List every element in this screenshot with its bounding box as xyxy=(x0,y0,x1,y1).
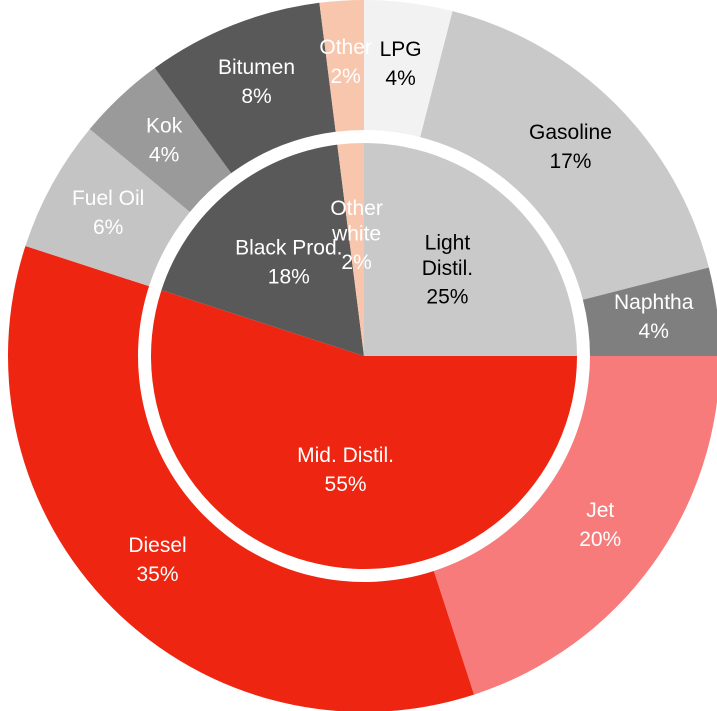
slice-label: Mid. Distil. xyxy=(297,444,394,467)
slice-value-label: 4% xyxy=(639,320,669,343)
slice-label: Kok xyxy=(146,115,183,138)
slice xyxy=(420,11,709,300)
slice xyxy=(154,2,336,174)
slice-label: Light Distil. xyxy=(422,232,473,280)
slice-label: Other xyxy=(319,36,372,59)
slice-label: Bitumen xyxy=(218,56,295,79)
slice xyxy=(89,67,232,212)
slice-value-label: 2% xyxy=(341,251,371,274)
slice-label: Other white xyxy=(330,197,383,245)
slice-label: Fuel Oil xyxy=(72,187,144,210)
slice xyxy=(337,143,364,356)
slice-value-label: 35% xyxy=(137,563,179,586)
slice-value-label: 17% xyxy=(549,150,591,173)
slice xyxy=(582,267,717,356)
slice xyxy=(161,144,364,356)
slice-value-label: 55% xyxy=(325,473,367,496)
slice-value-label: 4% xyxy=(149,144,179,167)
slice-label: Gasoline xyxy=(529,121,612,144)
slice-label: Naphtha xyxy=(614,291,694,314)
slice-value-label: 6% xyxy=(93,216,123,239)
slice xyxy=(319,0,364,132)
slice-label: Jet xyxy=(586,499,614,522)
slice-label: Black Prod. xyxy=(235,237,342,260)
slice-value-label: 25% xyxy=(426,286,468,309)
slice-value-label: 8% xyxy=(241,85,271,108)
slice-value-label: 2% xyxy=(330,65,360,88)
slice-value-label: 4% xyxy=(385,67,415,90)
slice-label: Diesel xyxy=(128,534,186,557)
slice xyxy=(364,143,577,356)
slice xyxy=(151,290,577,569)
slice xyxy=(433,356,717,695)
slice-value-label: 20% xyxy=(579,528,621,551)
slice xyxy=(25,129,190,287)
slice xyxy=(8,245,475,711)
slice-label: LPG xyxy=(380,38,422,61)
slice-value-label: 18% xyxy=(268,266,310,289)
slice xyxy=(364,0,453,138)
